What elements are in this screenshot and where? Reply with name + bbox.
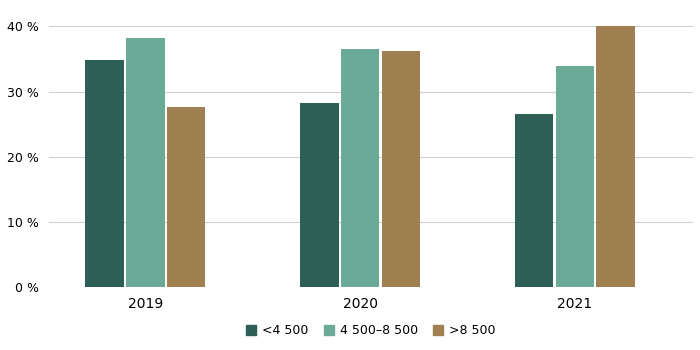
Bar [167, 107, 205, 287]
Bar [126, 38, 164, 287]
Bar [596, 27, 635, 287]
Bar [556, 65, 594, 287]
Bar [382, 51, 420, 287]
Bar [300, 103, 339, 287]
Legend: <4 500, 4 500–8 500, >8 500: <4 500, 4 500–8 500, >8 500 [241, 319, 500, 342]
Bar [85, 60, 124, 287]
Bar [514, 114, 554, 287]
Bar [341, 49, 379, 287]
